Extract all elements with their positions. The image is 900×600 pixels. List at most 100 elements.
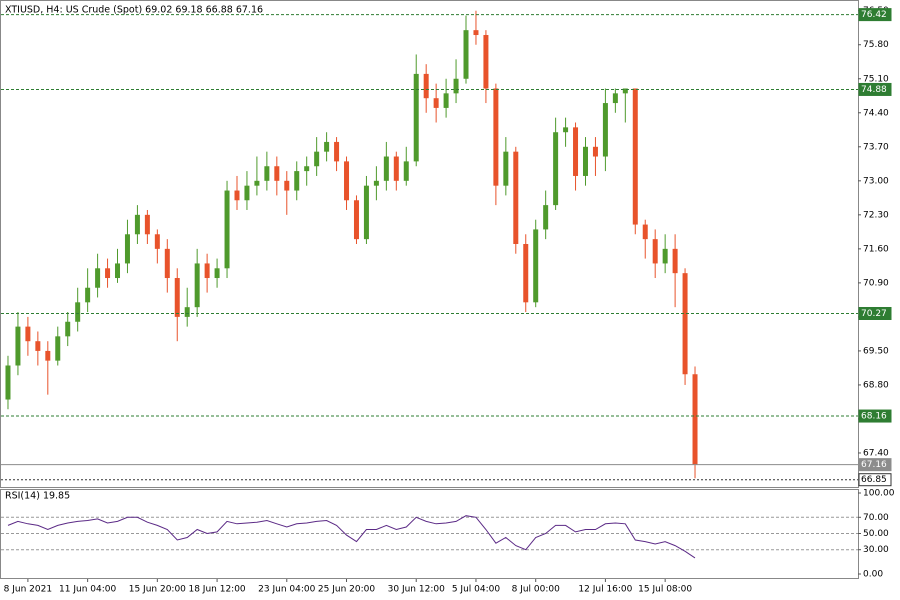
candle-body	[592, 146, 598, 157]
candle-body	[393, 156, 399, 181]
candle-body	[403, 161, 409, 181]
candle-body	[254, 180, 260, 186]
y-tick-label: 100.00	[863, 489, 895, 499]
candle-body	[334, 141, 340, 162]
candle-body	[284, 180, 290, 191]
candle-body	[433, 98, 439, 108]
candle-body	[144, 214, 150, 235]
x-tick-label: 15 Jun 20:00	[129, 585, 186, 595]
y-tick-label: 70.00	[863, 513, 889, 523]
candle-body	[463, 30, 469, 79]
candle-body	[642, 224, 648, 240]
level-box	[858, 409, 892, 423]
candle-body	[294, 171, 300, 191]
candle-body	[383, 156, 389, 181]
candle-body	[493, 88, 499, 186]
candle-body	[612, 93, 618, 104]
candle-body	[423, 73, 429, 99]
x-tick-label: 11 Jun 04:00	[59, 585, 116, 595]
rsi-panel	[0, 489, 859, 579]
level-box	[858, 8, 892, 22]
candle-body	[314, 151, 320, 167]
price-panel	[0, 0, 859, 488]
y-tick-label: 68.80	[863, 380, 889, 390]
candle-body	[194, 263, 200, 308]
level-label: 74.88	[861, 85, 887, 95]
candle-body	[105, 268, 111, 279]
candle-body	[662, 248, 668, 264]
candle-body	[632, 88, 638, 225]
level-label: 66.85	[861, 475, 887, 485]
candle-body	[164, 248, 170, 279]
candle-body	[563, 127, 569, 133]
candle-body	[234, 190, 240, 201]
y-tick-label: 72.30	[863, 210, 889, 220]
candle-body	[95, 268, 101, 288]
candle-body	[204, 263, 210, 279]
level-box	[858, 82, 892, 96]
candle-body	[692, 374, 698, 465]
candle-body	[154, 234, 160, 249]
candle-body	[652, 239, 658, 264]
candle-body	[5, 365, 11, 400]
candle-body	[124, 234, 130, 264]
level-box	[858, 458, 892, 472]
candle-body	[353, 200, 359, 240]
candle-body	[174, 278, 180, 317]
x-tick-label: 25 Jun 20:00	[318, 585, 375, 595]
x-tick-label: 30 Jun 12:00	[388, 585, 445, 595]
x-tick-label: 12 Jul 16:00	[578, 585, 632, 595]
candle-body	[503, 151, 509, 186]
candle-body	[15, 326, 21, 366]
rsi-title: RSI(14) 19.85	[5, 491, 70, 502]
level-box	[858, 306, 892, 320]
candle-body	[55, 336, 61, 361]
candle-body	[513, 151, 519, 244]
y-tick-label: 50.00	[863, 529, 889, 539]
candle-body	[443, 93, 449, 108]
candle-body	[214, 268, 220, 279]
level-label: 76.42	[861, 10, 887, 20]
candle-body	[672, 248, 678, 274]
candle-body	[274, 166, 280, 181]
candle-body	[622, 88, 628, 94]
candle-body	[473, 30, 479, 36]
x-tick-label: 18 Jun 12:00	[188, 585, 245, 595]
candle-body	[115, 263, 121, 279]
candle-body	[35, 341, 41, 351]
candle-body	[25, 326, 31, 342]
candle-body	[45, 350, 51, 361]
y-tick-label: 75.10	[863, 74, 889, 84]
level-label: 67.16	[861, 460, 887, 470]
candle-body	[373, 180, 379, 186]
candle-body	[264, 166, 270, 181]
y-tick-label: 73.70	[863, 142, 889, 152]
candle-body	[184, 307, 190, 317]
candle-body	[75, 302, 81, 322]
candle-body	[483, 35, 489, 89]
candle-body	[682, 273, 688, 375]
x-tick-label: 15 Jul 08:00	[638, 585, 692, 595]
x-tick-label: 8 Jul 00:00	[512, 585, 561, 595]
candle-body	[244, 185, 250, 201]
candle-body	[304, 166, 310, 172]
candle-body	[602, 103, 608, 157]
candle-body	[134, 214, 140, 235]
y-tick-label: 71.60	[863, 244, 889, 254]
y-tick-label: 73.00	[863, 176, 889, 186]
y-tick-label: 75.80	[863, 40, 889, 50]
level-label: 70.27	[861, 309, 887, 319]
candle-body	[65, 321, 71, 337]
chart-title: XTIUSD, H4: US Crude (Spot) 69.02 69.18 …	[5, 5, 263, 16]
x-tick-label: 5 Jul 04:00	[452, 585, 501, 595]
y-tick-label: 74.40	[863, 108, 889, 118]
candle-body	[324, 141, 330, 152]
candle-body	[533, 229, 539, 303]
y-tick-label: 69.50	[863, 346, 889, 356]
candle-body	[523, 244, 529, 303]
candle-body	[413, 73, 419, 162]
y-tick-label: 0.00	[863, 570, 883, 580]
candle-body	[573, 127, 579, 176]
